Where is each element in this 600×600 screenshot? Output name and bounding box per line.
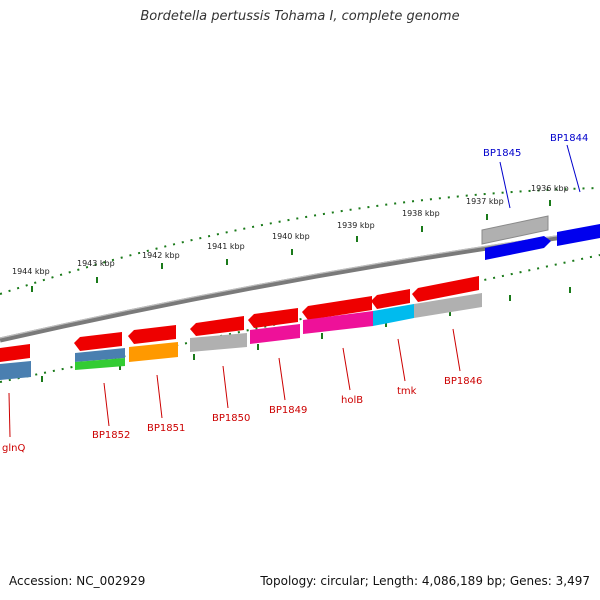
scale-label-1940: 1940 kbp [272,232,310,241]
leader-bp1852 [103,382,110,427]
gene-bp1849[interactable] [248,308,298,328]
gene-bp1845-cds[interactable] [485,236,551,260]
gene-holb[interactable] [302,296,372,320]
gene-bp1845[interactable] [481,215,549,245]
gene-glnq[interactable] [0,344,30,362]
gene-bp1850[interactable] [190,316,244,336]
leader-bp1846 [452,328,461,372]
leader-bp1851 [156,374,163,419]
leader-holb [342,347,351,391]
gene-label-bp1851[interactable]: BP1851 [147,423,185,434]
scale-label-1941: 1941 kbp [207,242,245,251]
gene-label-bp1850[interactable]: BP1850 [212,413,250,424]
feature-holb [303,311,373,334]
genome-stats-text: Topology: circular; Length: 4,086,189 bp… [260,574,590,588]
gene-tmk[interactable] [371,289,410,309]
scale-label-1937: 1937 kbp [466,197,504,206]
scale-label-1939: 1939 kbp [337,221,375,230]
scale-label-1943: 1943 kbp [77,259,115,268]
gene-label-bp1849[interactable]: BP1849 [269,405,307,416]
feature-glnq [0,361,31,380]
feature-bp1851 [129,342,178,362]
leader-glnq [8,392,11,438]
feature-bp1846 [414,293,482,318]
feature-tmk [373,304,414,326]
gene-bp1846[interactable] [412,276,479,302]
leader-tmk [397,338,406,382]
gene-label-tmk[interactable]: tmk [397,386,417,397]
scale-label-1936: 1936 kbp [531,184,569,193]
gene-label-bp1852[interactable]: BP1852 [92,430,130,441]
outer-major-ticks [31,200,551,292]
gene-label-bp1845[interactable]: BP1845 [483,148,521,159]
feature-bp1852-green [75,358,125,370]
gene-label-bp1844[interactable]: BP1844 [550,133,588,144]
leader-bp1844 [566,144,581,193]
gene-bp1852[interactable] [74,332,122,351]
feature-bp1852-blue [75,348,125,362]
scale-label-1938: 1938 kbp [402,209,440,218]
feature-bp1849 [250,324,300,344]
inner-major-ticks [41,287,571,382]
map-title: Bordetella pertussis Tohama I, complete … [140,9,460,24]
scale-label-1944: 1944 kbp [12,267,50,276]
feature-bp1850 [190,333,247,352]
accession-text: Accession: NC_002929 [9,574,146,588]
leader-bp1845 [499,161,511,209]
gene-bp1851[interactable] [128,325,176,344]
gene-label-glnq[interactable]: glnQ [2,443,25,454]
inner-scale-track [0,254,600,383]
scale-label-1942: 1942 kbp [142,251,180,260]
gene-label-holb[interactable]: holB [341,395,363,406]
gene-bp1844[interactable] [557,224,600,246]
leader-bp1850 [222,365,229,409]
gene-label-bp1846[interactable]: BP1846 [444,376,482,387]
leader-bp1849 [278,357,286,401]
